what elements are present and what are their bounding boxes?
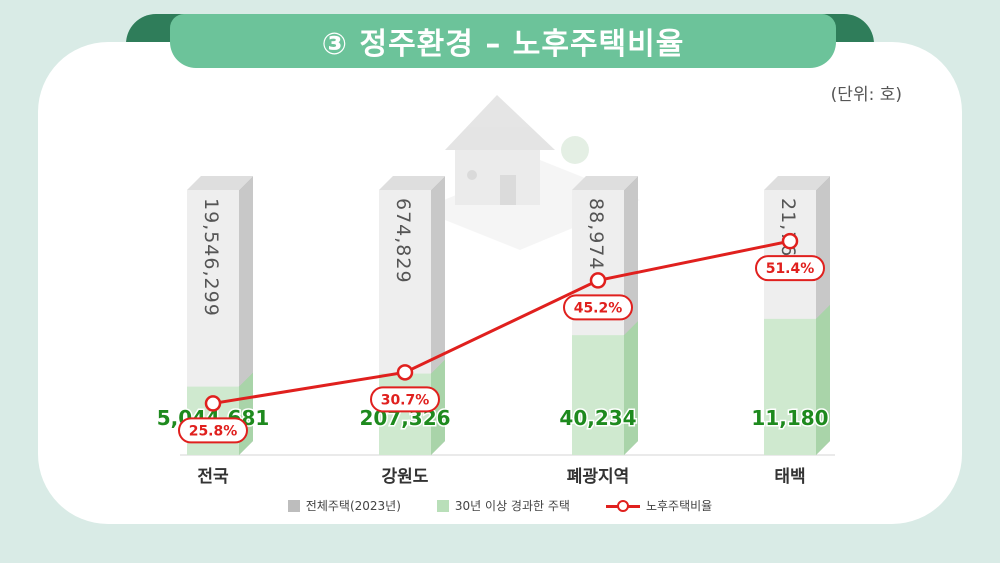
legend-label: 전체주택(2023년) bbox=[305, 499, 401, 513]
ratio-value-label: 25.8% bbox=[189, 423, 238, 439]
old-housing-bar bbox=[572, 335, 624, 455]
ratio-value-label: 30.7% bbox=[381, 392, 430, 408]
category-label: 강원도 bbox=[382, 467, 429, 487]
old-housing-bar bbox=[764, 318, 816, 455]
old-housing-value-label: 11,180 bbox=[751, 406, 828, 430]
ratio-label-pill bbox=[370, 386, 440, 413]
legend-label: 노후주택비율 bbox=[645, 499, 713, 513]
total-value-label: 19,546,299 bbox=[200, 198, 222, 317]
red-line-circle-icon bbox=[605, 499, 640, 512]
page-title: ③ 정주환경 – 노후주택비율 bbox=[170, 14, 836, 68]
ratio-point bbox=[396, 364, 414, 381]
ratio-series-line bbox=[212, 239, 791, 405]
old-housing-bar-side bbox=[816, 304, 830, 455]
old-housing-value-label: 40,234 bbox=[559, 406, 636, 430]
ratio-value-label: 51.4% bbox=[766, 261, 815, 277]
total-value-label: 88,974 bbox=[585, 198, 607, 270]
legend-item-ratio: 노후주택비율 bbox=[605, 497, 713, 514]
category-label: 태백 bbox=[774, 467, 805, 487]
old-housing-bar-side bbox=[624, 321, 638, 455]
unit-label: (단위: 호) bbox=[830, 85, 902, 105]
legend-item-old: 30년 이상 경과한 주택 bbox=[436, 497, 570, 514]
total-bar-top bbox=[379, 176, 445, 190]
green-square-icon bbox=[436, 499, 449, 512]
old-housing-bar-side bbox=[431, 359, 445, 455]
ratio-label-pill bbox=[563, 294, 633, 321]
ratio-label-pill bbox=[178, 417, 248, 444]
total-bar-top bbox=[187, 176, 253, 190]
house-illustration bbox=[420, 95, 640, 250]
total-value-label: 674,829 bbox=[392, 198, 414, 284]
gray-square-icon bbox=[287, 499, 300, 512]
ratio-label-pill bbox=[755, 255, 825, 282]
ratio-point bbox=[204, 395, 222, 412]
ratio-value-label: 45.2% bbox=[574, 300, 623, 316]
ratio-point bbox=[589, 272, 607, 289]
legend-label: 30년 이상 경과한 주택 bbox=[454, 499, 570, 513]
category-label: 폐광지역 bbox=[567, 467, 630, 487]
total-bar-top bbox=[764, 176, 830, 190]
legend: 전체주택(2023년) 30년 이상 경과한 주택 노후주택비율 bbox=[0, 497, 1000, 514]
total-bar-top bbox=[572, 176, 638, 190]
legend-item-total: 전체주택(2023년) bbox=[287, 497, 401, 514]
ratio-point bbox=[781, 232, 799, 250]
category-label: 전국 bbox=[197, 467, 229, 487]
